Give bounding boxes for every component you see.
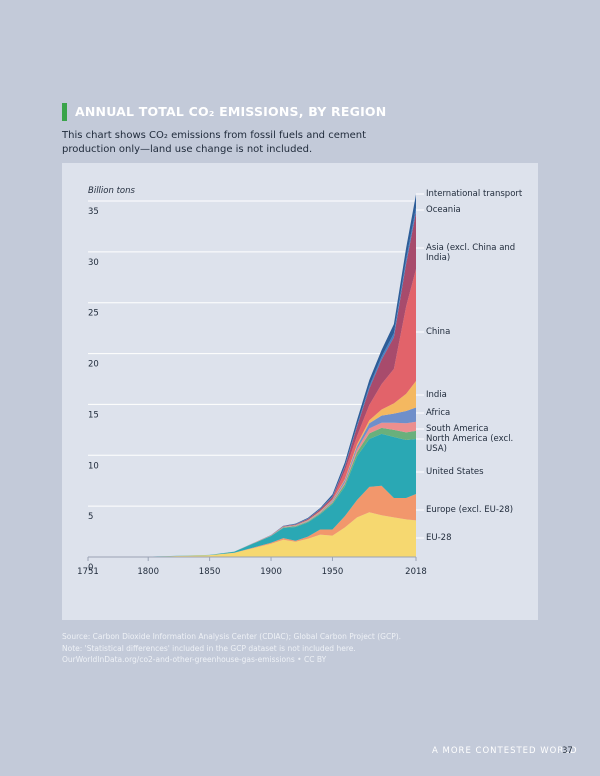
area (88, 512, 416, 557)
subtitle: This chart shows CO₂ emissions from foss… (62, 130, 366, 155)
x-tick-label: 1850 (199, 567, 221, 577)
series-label: Europe (excl. EU-28) (426, 505, 514, 515)
source-line: Source: Carbon Dioxide Information Analy… (62, 632, 402, 641)
y-tick-label: 0 (88, 563, 93, 573)
series-label: Oceania (426, 205, 461, 215)
series-label: South America (426, 424, 489, 434)
y-tick-label: 10 (88, 461, 99, 471)
y-tick-label: 35 (88, 207, 99, 217)
y-axis-label: Billion tons (88, 186, 135, 196)
x-tick-label: 1900 (260, 567, 282, 577)
source-line: OurWorldInData.org/co2-and-other-greenho… (62, 655, 327, 664)
series-label: Africa (426, 408, 451, 418)
title-accent (62, 103, 67, 121)
page-number: 37 (562, 746, 573, 756)
y-tick-label: 5 (88, 512, 93, 522)
chart-panel: Billion tons 0 5 10 15 20 25 30 35 1751 1800 1850 1… (62, 163, 538, 620)
y-tick-label: 30 (88, 258, 99, 268)
sources: Source: Carbon Dioxide Information Analy… (62, 631, 482, 666)
series-label: North America (excl. USA) (426, 434, 514, 454)
series-label: International transport (426, 189, 523, 199)
x-tick-label: 1751 (77, 567, 99, 577)
area (88, 407, 416, 557)
y-tick-label: 20 (88, 360, 99, 370)
series-label: United States (426, 467, 484, 477)
series-label: Asia (excl. China and India) (426, 243, 516, 263)
x-tick-label: 1950 (322, 567, 344, 577)
chart: Billion tons 0 5 10 15 20 25 30 35 1751 1800 1850 1… (77, 186, 427, 577)
area (88, 433, 416, 557)
footer: A MORE CONTESTED WORLD (432, 746, 578, 756)
y-tick-label: 15 (88, 410, 99, 420)
series-label: India (426, 390, 447, 400)
y-tick-label: 25 (88, 309, 99, 319)
x-tick-label: 1800 (137, 567, 159, 577)
x-tick-label: 2018 (405, 567, 427, 577)
series-label: EU-28 (426, 533, 452, 543)
title: ANNUAL TOTAL CO₂ EMISSIONS, BY REGION (75, 104, 387, 119)
source-line: Note: 'Statistical differences' included… (62, 643, 356, 653)
series-label: China (426, 327, 451, 337)
area (88, 485, 416, 557)
